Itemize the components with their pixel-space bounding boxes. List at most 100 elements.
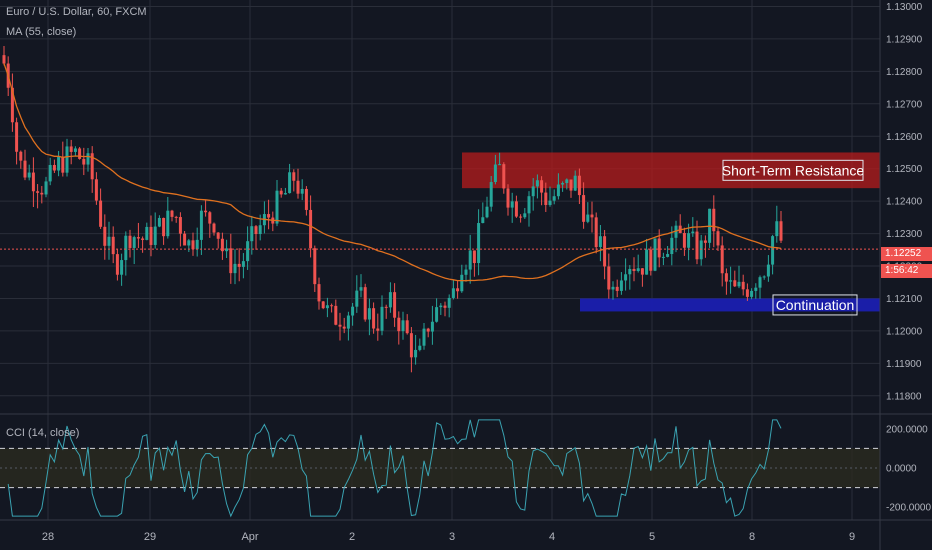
cci-pane: [0, 419, 880, 518]
candle-body: [548, 200, 552, 205]
candle-body: [330, 305, 334, 307]
candle-body: [619, 280, 623, 291]
candle-body: [2, 55, 6, 64]
cci-legend[interactable]: CCI (14, close): [6, 427, 80, 439]
candle-body: [52, 164, 56, 171]
candle-body: [468, 250, 472, 270]
candle-body: [40, 192, 44, 195]
countdown-tag: 1:56:42: [881, 264, 932, 278]
candle-body: [321, 301, 325, 309]
candle-body: [481, 217, 485, 224]
candle-body: [754, 287, 758, 291]
candle-body: [212, 223, 216, 233]
candle-body: [292, 172, 296, 181]
candle-body: [258, 225, 262, 235]
ma-legend[interactable]: MA (55, close): [6, 26, 77, 38]
candle-body: [523, 213, 527, 218]
candle-body: [519, 216, 523, 218]
candle-body: [645, 249, 649, 275]
candle-body: [460, 274, 464, 292]
candle-body: [216, 232, 220, 239]
symbol-legend[interactable]: Euro / U.S. Dollar, 60, FXCM: [6, 6, 147, 18]
candle-body: [472, 250, 476, 264]
candle-body: [279, 190, 283, 195]
candle-body: [141, 238, 145, 240]
candle-body: [561, 183, 565, 185]
candle-body: [573, 175, 577, 191]
last-price-tag: 1.12252: [881, 247, 932, 261]
time-tick-label: 29: [144, 531, 156, 543]
candle-body: [288, 172, 292, 194]
candle-body: [225, 248, 229, 252]
candle-body: [162, 217, 166, 237]
candle-body: [111, 236, 115, 255]
candle-body: [724, 273, 728, 282]
candle-body: [283, 193, 287, 195]
candle-body: [78, 148, 82, 159]
time-tick-label: 8: [749, 531, 755, 543]
candle-body: [149, 226, 153, 245]
candle-body: [372, 308, 376, 329]
candle-body: [363, 287, 367, 320]
candle-body: [409, 333, 413, 358]
price-tick-label: 1.12400: [886, 197, 923, 208]
candle-body: [166, 210, 170, 237]
candle-body: [603, 236, 607, 267]
price-tick-label: 1.12300: [886, 229, 923, 240]
candle-body: [237, 263, 241, 267]
candle-body: [246, 241, 250, 262]
candle-body: [191, 240, 195, 250]
candle-body: [632, 268, 636, 272]
candle-body: [334, 305, 338, 325]
time-tick-label: 3: [449, 531, 455, 543]
candle-body: [691, 231, 695, 234]
candle-body: [309, 209, 313, 249]
time-tick-label: 9: [849, 531, 855, 543]
candle-body: [498, 164, 502, 166]
time-tick-label: 2: [349, 531, 355, 543]
candle-body: [359, 287, 363, 291]
candle-body: [342, 326, 346, 329]
candle-body: [241, 261, 245, 267]
time-tick-label: 5: [649, 531, 655, 543]
candle-body: [393, 292, 397, 318]
candle-body: [565, 179, 569, 184]
candle-body: [120, 260, 124, 275]
candle-body: [758, 277, 762, 288]
zones: Short-Term Resistance Continuation: [462, 152, 880, 316]
candle-body: [628, 268, 632, 275]
candle-body: [132, 237, 136, 248]
candle-body: [464, 269, 468, 275]
candle-body: [527, 196, 531, 214]
candle-body: [594, 217, 598, 248]
candle-body: [552, 196, 556, 201]
price-tick-label: 1.12000: [886, 326, 923, 337]
candle-body: [103, 226, 107, 246]
candle-body: [745, 289, 749, 297]
candle-body: [317, 284, 321, 302]
candle-body: [666, 254, 670, 257]
candle-body: [170, 210, 174, 217]
candle-body: [73, 148, 77, 152]
candle-body: [771, 236, 775, 265]
candle-body: [435, 307, 439, 322]
candle-body: [477, 223, 481, 264]
candle-body: [405, 320, 409, 334]
cci-tick-label: 200.0000: [886, 424, 928, 435]
price-tick-label: 1.11800: [886, 391, 922, 402]
candle-body: [418, 345, 422, 350]
candle-body: [19, 151, 23, 161]
resistance-zone: [462, 152, 880, 189]
candle-body: [199, 210, 203, 240]
candle-body: [338, 324, 342, 327]
candle-body: [510, 201, 514, 208]
candle-body: [712, 208, 716, 232]
candle-body: [649, 249, 653, 271]
cci-line: [7, 419, 782, 518]
candle-body: [44, 181, 48, 195]
candle-body: [304, 188, 308, 210]
candle-body: [187, 240, 191, 246]
candle-body: [430, 321, 434, 332]
candle-body: [94, 179, 98, 201]
